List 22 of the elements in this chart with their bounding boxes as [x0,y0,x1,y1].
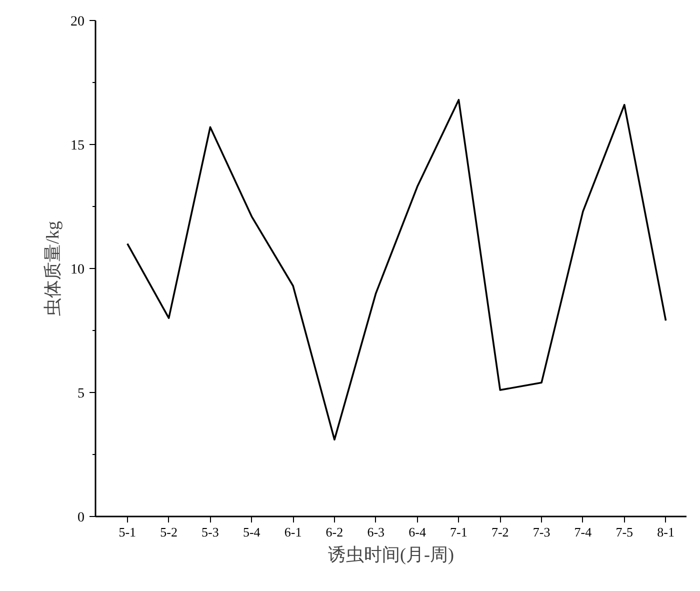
x-tick-label: 7-1 [450,524,468,540]
x-tick-label: 7-2 [491,524,509,540]
x-tick-label: 7-3 [532,524,550,540]
y-axis-title: 虫体质量/kg [42,220,62,316]
x-tick-label: 6-3 [367,524,385,540]
x-axis-title: 诱虫时间(月-周) [328,544,454,564]
x-tick-label: 8-1 [657,524,674,540]
y-tick-label: 10 [70,262,84,278]
x-tick-label: 7-4 [574,524,592,540]
x-tick-label: 5-1 [118,524,136,540]
y-tick-label: 0 [78,510,84,526]
x-tick-label: 5-3 [202,524,219,540]
x-tick-label: 7-5 [616,524,634,540]
x-tick-label: 6-2 [326,524,344,540]
y-tick-label: 15 [70,138,84,154]
y-tick-label: 20 [70,14,84,30]
x-tick-label: 5-2 [160,524,178,540]
x-tick-label: 5-4 [242,524,261,540]
x-tick-label: 6-1 [284,524,302,540]
y-tick-label: 5 [78,386,84,402]
line-series [126,98,667,441]
x-tick-label: 6-4 [408,524,426,540]
